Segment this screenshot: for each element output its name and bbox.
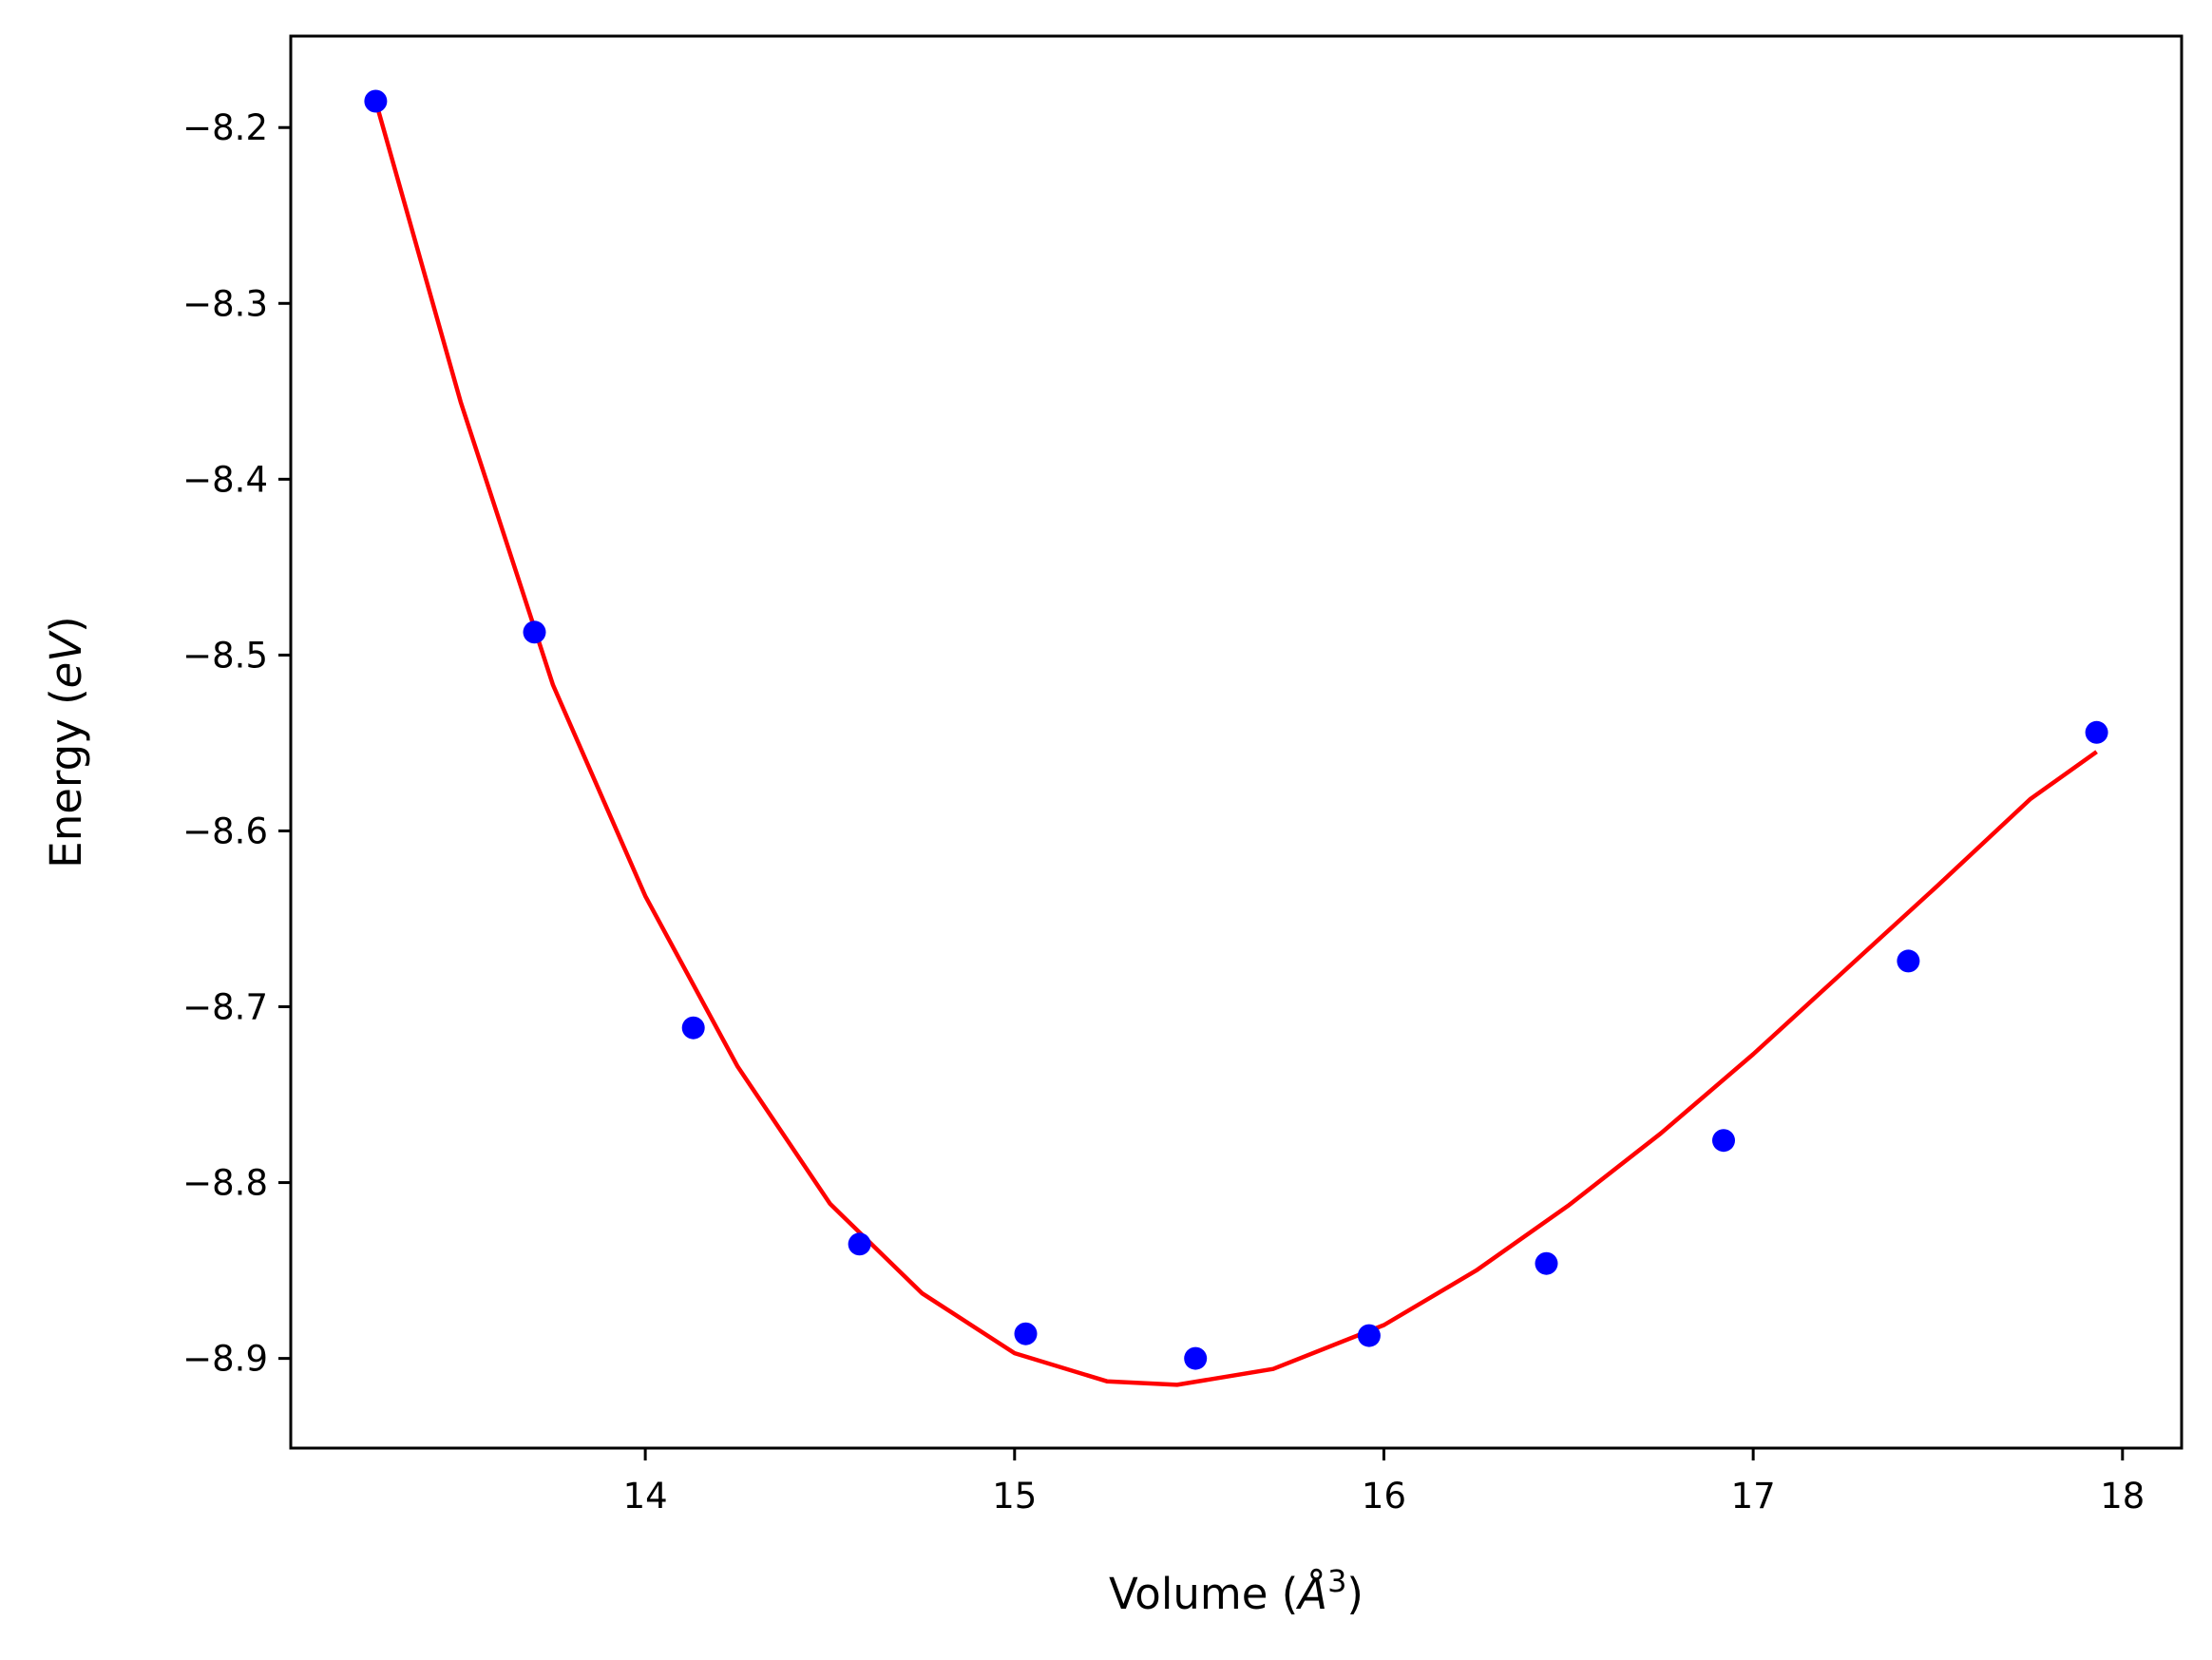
x-tick-label: 18	[2100, 1476, 2145, 1517]
data-point	[364, 89, 388, 113]
y-tick-label: −8.3	[182, 283, 268, 324]
y-axis-label-text: Energy	[41, 718, 91, 868]
data-point	[523, 620, 546, 644]
fit-line	[373, 100, 2098, 1387]
x-ticks: 14 15 16 17 18	[623, 1448, 2145, 1517]
y-ticks: −8.2 −8.3 −8.4 −8.5 −8.6 −8.7 −8.8 −8.9	[182, 107, 291, 1380]
y-axis-unit: eV	[41, 630, 91, 689]
data-point	[1712, 1129, 1735, 1153]
x-tick-label: 16	[1362, 1476, 1406, 1517]
y-axis-label: Energy (eV)	[41, 616, 91, 868]
data-point	[848, 1232, 871, 1256]
x-tick-label: 15	[992, 1476, 1037, 1517]
x-tick-label: 14	[623, 1476, 668, 1517]
y-tick-label: −8.6	[182, 811, 268, 851]
x-tick-label: 17	[1731, 1476, 1776, 1517]
data-point	[2085, 720, 2108, 744]
y-tick-label: −8.2	[182, 107, 268, 148]
data-point	[1357, 1324, 1381, 1347]
data-point	[1014, 1322, 1038, 1345]
y-tick-label: −8.8	[182, 1163, 268, 1204]
data-point	[1184, 1346, 1208, 1370]
axes-frame	[289, 34, 2183, 1450]
x-axis-unit: Å	[1295, 1569, 1327, 1619]
data-point	[681, 1016, 705, 1040]
x-axis-label-text: Volume	[1109, 1569, 1268, 1619]
data-point	[1897, 949, 1920, 973]
y-tick-label: −8.5	[182, 635, 268, 676]
fit-line-layer	[373, 100, 2098, 1387]
data-point	[1535, 1251, 1558, 1275]
plot-area	[291, 36, 2182, 1448]
y-tick-label: −8.4	[182, 459, 268, 500]
y-tick-label: −8.7	[182, 987, 268, 1028]
x-axis-label: Volume (Å3)	[1109, 1563, 1363, 1619]
points-layer	[364, 89, 2108, 1370]
x-axis-unit-exponent: 3	[1327, 1563, 1346, 1599]
y-tick-label: −8.9	[182, 1339, 268, 1380]
